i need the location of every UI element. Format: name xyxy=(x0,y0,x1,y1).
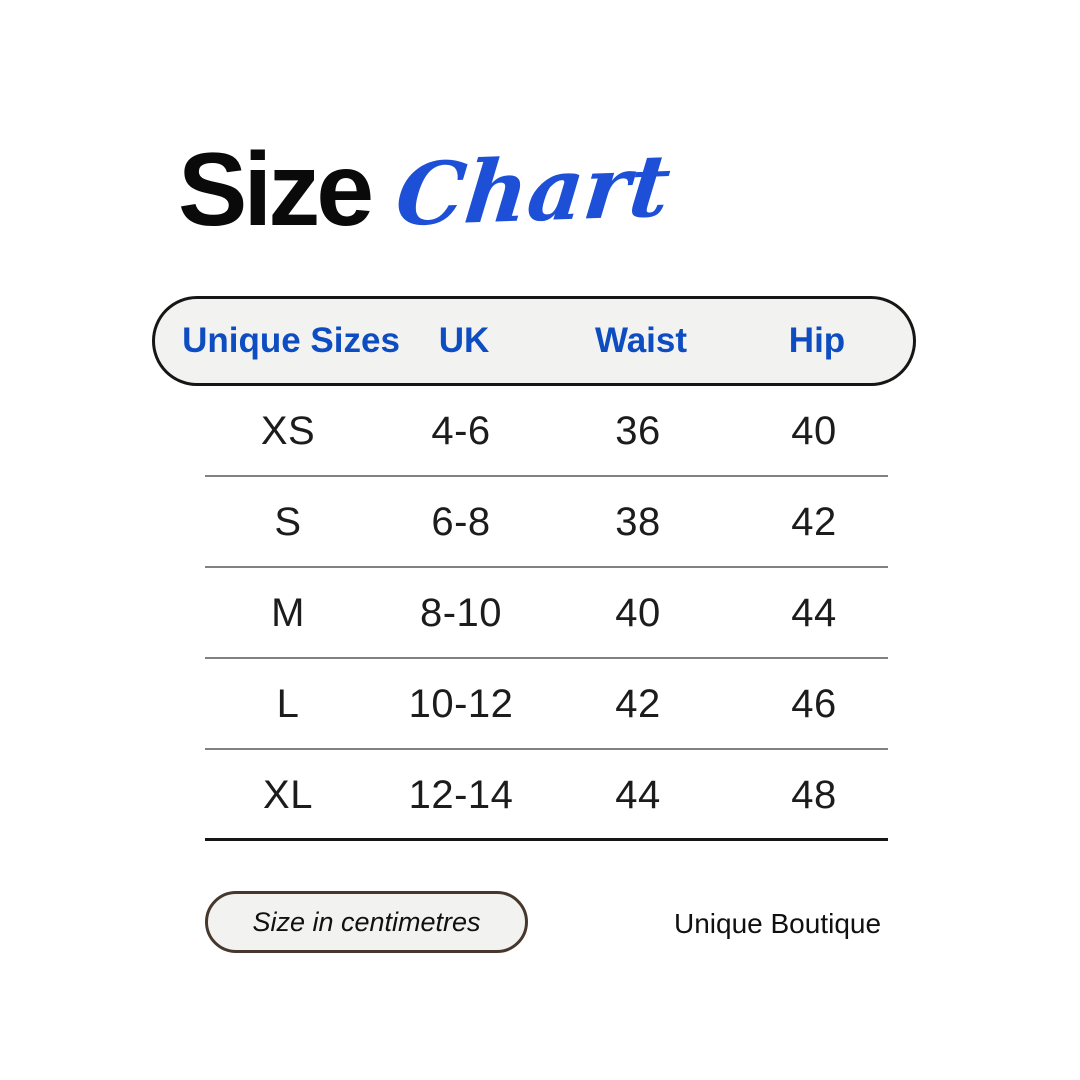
cell-hip: 42 xyxy=(791,500,837,544)
column-header-unique-sizes: Unique Sizes xyxy=(182,321,400,360)
cell-size: S xyxy=(274,500,302,544)
cell-size: XS xyxy=(260,409,316,453)
cell-waist: 40 xyxy=(615,591,661,635)
column-header-hip: Hip xyxy=(788,321,846,360)
brand-name: Unique Boutique xyxy=(674,908,882,939)
cell-size: L xyxy=(276,682,300,726)
cell-uk: 12-14 xyxy=(408,773,514,817)
table-row-xl: XL 12-14 44 48 xyxy=(152,750,916,841)
column-header-waist: Waist xyxy=(594,321,688,360)
cell-hip: 40 xyxy=(791,409,837,453)
cell-size: M xyxy=(271,591,305,635)
units-note-label: Size in centimetres xyxy=(252,906,481,937)
title-word-size: Size xyxy=(178,132,374,248)
column-header-uk: UK xyxy=(438,321,490,360)
cell-uk: 4-6 xyxy=(431,409,491,453)
cell-waist: 44 xyxy=(615,773,661,817)
table-row-s: S 6-8 38 42 xyxy=(152,477,916,568)
table-header-pill: Unique Sizes UK Waist Hip xyxy=(152,296,916,386)
table-row-m: M 8-10 40 44 xyxy=(152,568,916,659)
table-row-xs: XS 4-6 36 40 xyxy=(152,386,916,477)
cell-uk: 8-10 xyxy=(419,591,503,635)
cell-hip: 44 xyxy=(791,591,837,635)
title-word-chart: Chart xyxy=(391,135,675,246)
table-row-l: L 10-12 42 46 xyxy=(152,659,916,750)
cell-size: XL xyxy=(263,773,313,817)
size-table-body: XS 4-6 36 40 S 6-8 38 42 M 8-10 40 44 L … xyxy=(152,386,916,841)
cell-waist: 42 xyxy=(615,682,661,726)
cell-waist: 38 xyxy=(615,500,661,544)
page-title: Size Chart xyxy=(178,132,675,248)
cell-uk: 6-8 xyxy=(431,500,491,544)
cell-hip: 48 xyxy=(791,773,837,817)
units-note-pill: Size in centimetres xyxy=(205,891,528,953)
cell-waist: 36 xyxy=(615,409,661,453)
cell-uk: 10-12 xyxy=(408,682,514,726)
cell-hip: 46 xyxy=(791,682,837,726)
